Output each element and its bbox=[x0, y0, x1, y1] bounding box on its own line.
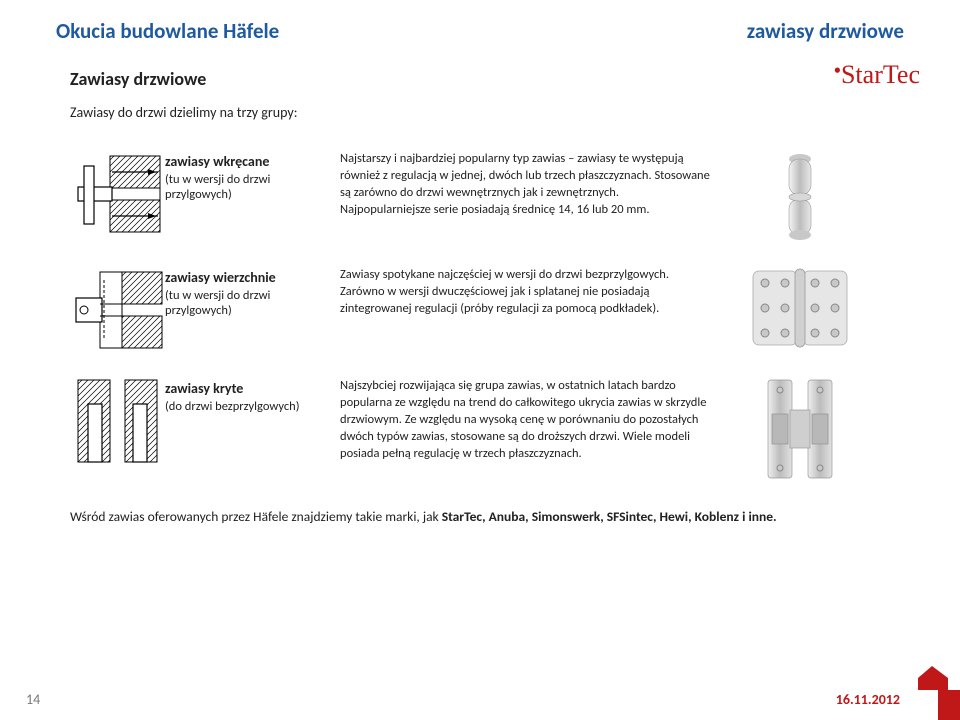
footnote: Wśród zawias oferowanych przez Häfele zn… bbox=[70, 508, 890, 526]
intro-text: Zawiasy do drzwi dzielimy na trzy grupy: bbox=[0, 92, 960, 131]
label-col-3: zawiasy kryte (do drzwi bezprzylgowych) bbox=[165, 374, 340, 414]
page-header: Okucia budowlane Häfele zawiasy drzwiowe bbox=[0, 0, 960, 50]
photo-concealed-hinge bbox=[710, 374, 870, 484]
hinge-desc-1: Najstarszy i najbardziej popularny typ z… bbox=[340, 147, 710, 219]
page-number: 14 bbox=[26, 691, 40, 708]
hinge-note-1: (tu w wersji do drzwi przylgowych) bbox=[165, 172, 330, 202]
hinge-note-2: (tu w wersji do drzwi przylgowych) bbox=[165, 288, 330, 318]
hinge-name-3: zawiasy kryte bbox=[165, 380, 330, 397]
diagram-surface-hinge bbox=[70, 263, 165, 358]
label-col-2: zawiasy wierzchnie (tu w wersji do drzwi… bbox=[165, 263, 340, 318]
diagram-concealed-hinge bbox=[70, 374, 165, 469]
hinge-desc-2: Zawiasy spotykane najczęściej w wersji d… bbox=[340, 263, 710, 318]
header-right: zawiasy drzwiowe bbox=[747, 18, 904, 44]
hinge-name-2: zawiasy wierzchnie bbox=[165, 269, 330, 286]
brand-logo: ●StarTec bbox=[834, 60, 920, 90]
header-left: Okucia budowlane Häfele bbox=[56, 18, 279, 44]
hinge-note-3: (do drzwi bezprzylgowych) bbox=[165, 399, 330, 414]
page-date: 16.11.2012 bbox=[836, 691, 900, 708]
hinge-name-1: zawiasy wkręcane bbox=[165, 153, 330, 170]
label-col-1: zawiasy wkręcane (tu w wersji do drzwi p… bbox=[165, 147, 340, 202]
photo-surface-hinge bbox=[710, 263, 870, 353]
brand-logo-text: StarTec bbox=[841, 60, 920, 89]
hinge-row-2: zawiasy wierzchnie (tu w wersji do drzwi… bbox=[70, 263, 960, 358]
subheading: Zawiasy drzwiowe bbox=[0, 50, 960, 92]
hinge-row-1: zawiasy wkręcane (tu w wersji do drzwi p… bbox=[70, 147, 960, 247]
footnote-bold: StarTec, Anuba, Simonswerk, SFSintec, He… bbox=[442, 508, 777, 525]
hinge-desc-3: Najszybciej rozwijająca się grupa zawias… bbox=[340, 374, 710, 462]
photo-screw-hinge bbox=[710, 147, 870, 247]
corner-logo bbox=[918, 660, 960, 720]
hinge-row-3: zawiasy kryte (do drzwi bezprzylgowych) … bbox=[70, 374, 960, 484]
footnote-pre: Wśród zawias oferowanych przez Häfele zn… bbox=[70, 508, 442, 525]
diagram-screw-hinge bbox=[70, 147, 165, 242]
